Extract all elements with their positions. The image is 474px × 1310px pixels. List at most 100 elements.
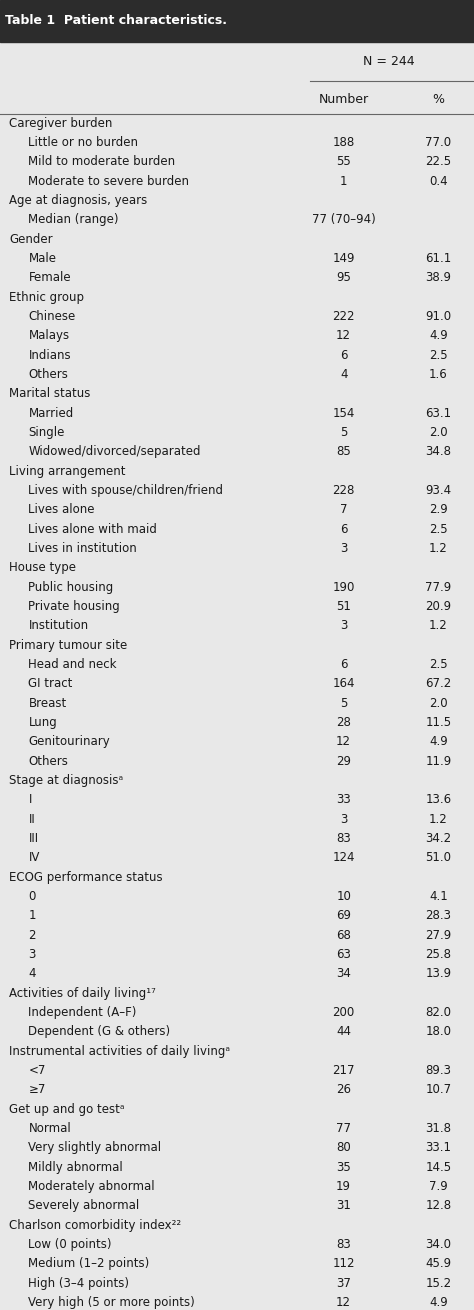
Text: Ethnic group: Ethnic group <box>9 291 84 304</box>
Text: I: I <box>28 794 32 807</box>
Text: Others: Others <box>28 368 68 381</box>
Text: Female: Female <box>28 271 71 284</box>
Text: 91.0: 91.0 <box>425 310 452 324</box>
Text: 3: 3 <box>340 542 347 555</box>
Text: ≥7: ≥7 <box>28 1083 46 1096</box>
Text: 5: 5 <box>340 697 347 710</box>
Text: 2: 2 <box>28 929 36 942</box>
Text: 2.9: 2.9 <box>429 503 448 516</box>
Text: 164: 164 <box>332 677 355 690</box>
Text: 2.5: 2.5 <box>429 523 448 536</box>
Text: 3: 3 <box>28 948 36 962</box>
Text: 67.2: 67.2 <box>425 677 452 690</box>
Text: 6: 6 <box>340 523 347 536</box>
Text: 26: 26 <box>336 1083 351 1096</box>
Text: 190: 190 <box>332 580 355 593</box>
Text: IV: IV <box>28 852 40 865</box>
Text: N = 244: N = 244 <box>363 55 414 68</box>
Text: %: % <box>432 93 445 106</box>
Text: Head and neck: Head and neck <box>28 658 117 671</box>
Text: Severely abnormal: Severely abnormal <box>28 1200 140 1213</box>
Text: Gender: Gender <box>9 233 53 246</box>
Text: 4.9: 4.9 <box>429 735 448 748</box>
Text: Lives with spouse/children/friend: Lives with spouse/children/friend <box>28 485 223 498</box>
Text: 85: 85 <box>336 445 351 458</box>
Text: 200: 200 <box>333 1006 355 1019</box>
Text: Number: Number <box>319 93 369 106</box>
Text: 33: 33 <box>336 794 351 807</box>
Text: 6: 6 <box>340 658 347 671</box>
Text: Moderate to severe burden: Moderate to severe burden <box>28 174 190 187</box>
Text: 31: 31 <box>336 1200 351 1213</box>
Text: 10.7: 10.7 <box>425 1083 452 1096</box>
Text: 51: 51 <box>336 600 351 613</box>
Text: 1.2: 1.2 <box>429 620 448 633</box>
Text: 11.9: 11.9 <box>425 755 452 768</box>
Text: 45.9: 45.9 <box>425 1258 452 1271</box>
Text: Table 1  Patient characteristics.: Table 1 Patient characteristics. <box>5 14 227 28</box>
Text: 14.5: 14.5 <box>425 1161 452 1174</box>
Text: Primary tumour site: Primary tumour site <box>9 639 128 652</box>
Text: 22.5: 22.5 <box>425 156 452 169</box>
Text: II: II <box>28 812 35 825</box>
Text: Medium (1–2 points): Medium (1–2 points) <box>28 1258 150 1271</box>
Text: 2.0: 2.0 <box>429 426 448 439</box>
Text: 77 (70–94): 77 (70–94) <box>312 214 375 227</box>
Bar <box>0 0 474 42</box>
Text: Public housing: Public housing <box>28 580 114 593</box>
Text: 2.5: 2.5 <box>429 348 448 362</box>
Text: Mild to moderate burden: Mild to moderate burden <box>28 156 175 169</box>
Text: 0.4: 0.4 <box>429 174 448 187</box>
Text: 89.3: 89.3 <box>426 1064 451 1077</box>
Text: 61.1: 61.1 <box>425 252 452 265</box>
Text: Normal: Normal <box>28 1123 71 1136</box>
Text: GI tract: GI tract <box>28 677 73 690</box>
Text: 19: 19 <box>336 1180 351 1193</box>
Text: 2.0: 2.0 <box>429 697 448 710</box>
Text: 7: 7 <box>340 503 347 516</box>
Text: Get up and go testᵃ: Get up and go testᵃ <box>9 1103 125 1116</box>
Text: 77.9: 77.9 <box>425 580 452 593</box>
Text: III: III <box>28 832 38 845</box>
Text: 34.0: 34.0 <box>426 1238 451 1251</box>
Text: 20.9: 20.9 <box>425 600 452 613</box>
Text: 35: 35 <box>336 1161 351 1174</box>
Text: Age at diagnosis, years: Age at diagnosis, years <box>9 194 148 207</box>
Text: Marital status: Marital status <box>9 388 91 401</box>
Text: Indians: Indians <box>28 348 71 362</box>
Text: 154: 154 <box>332 407 355 419</box>
Text: 13.9: 13.9 <box>425 968 452 980</box>
Text: 12: 12 <box>336 1296 351 1309</box>
Text: 0: 0 <box>28 891 36 903</box>
Text: 7.9: 7.9 <box>429 1180 448 1193</box>
Text: 44: 44 <box>336 1026 351 1039</box>
Text: Stage at diagnosisᵃ: Stage at diagnosisᵃ <box>9 774 124 787</box>
Text: 77.0: 77.0 <box>425 136 452 149</box>
Text: 63.1: 63.1 <box>425 407 452 419</box>
Text: Living arrangement: Living arrangement <box>9 465 126 478</box>
Text: 4.9: 4.9 <box>429 1296 448 1309</box>
Text: 31.8: 31.8 <box>426 1123 451 1136</box>
Text: 25.8: 25.8 <box>426 948 451 962</box>
Text: 1.6: 1.6 <box>429 368 448 381</box>
Text: 18.0: 18.0 <box>426 1026 451 1039</box>
Text: 4.9: 4.9 <box>429 330 448 342</box>
Text: 15.2: 15.2 <box>425 1277 452 1290</box>
Text: 10: 10 <box>336 891 351 903</box>
Text: 1.2: 1.2 <box>429 542 448 555</box>
Text: 124: 124 <box>332 852 355 865</box>
Text: 83: 83 <box>336 832 351 845</box>
Text: 34.8: 34.8 <box>426 445 451 458</box>
Text: <7: <7 <box>28 1064 46 1077</box>
Text: 51.0: 51.0 <box>426 852 451 865</box>
Text: 1: 1 <box>340 174 347 187</box>
Text: Institution: Institution <box>28 620 89 633</box>
Text: Lives in institution: Lives in institution <box>28 542 137 555</box>
Text: Little or no burden: Little or no burden <box>28 136 138 149</box>
Text: 83: 83 <box>336 1238 351 1251</box>
Text: 3: 3 <box>340 620 347 633</box>
Text: 93.4: 93.4 <box>425 485 452 498</box>
Text: Lives alone with maid: Lives alone with maid <box>28 523 157 536</box>
Text: Widowed/divorced/separated: Widowed/divorced/separated <box>28 445 201 458</box>
Text: 29: 29 <box>336 755 351 768</box>
